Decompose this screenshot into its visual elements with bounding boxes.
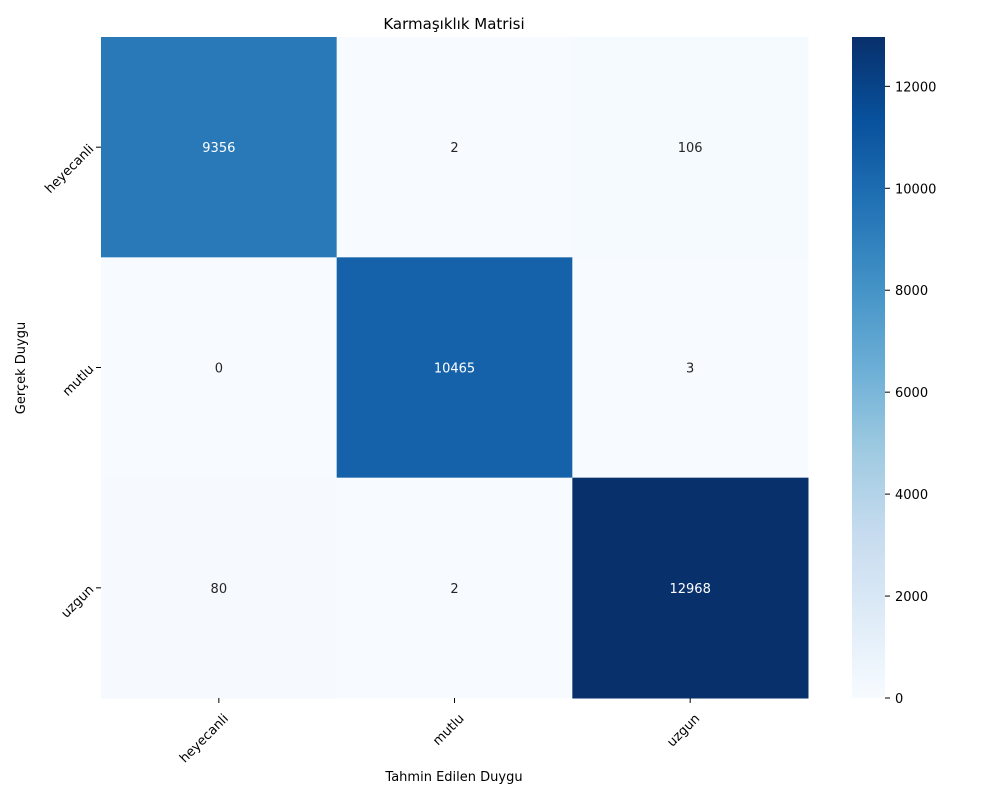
y-tick-label: uzgun (59, 583, 98, 622)
x-tick-label: uzgun (664, 711, 703, 750)
x-tick-label: mutlu (430, 711, 467, 748)
heatmap-cell (336, 37, 573, 258)
y-axis-ticks: heyecanli mutlu uzgun (42, 142, 101, 621)
cell-value-label: 80 (211, 582, 228, 597)
cell-value-label: 0 (215, 362, 223, 377)
colorbar-gradient (852, 37, 885, 698)
y-tick-label: heyecanli (42, 142, 97, 197)
heatmap-cell (572, 37, 809, 258)
x-axis-ticks: heyecanli mutlu uzgun (177, 698, 703, 766)
colorbar-tick-label: 0 (895, 692, 903, 707)
heatmap-cell (572, 477, 809, 699)
heatmap-cell (101, 37, 338, 258)
colorbar-tick-label: 2000 (895, 590, 928, 605)
heatmap-cell (572, 257, 809, 479)
colorbar-tick-label: 10000 (895, 182, 936, 197)
cell-value-label: 12968 (669, 582, 710, 597)
cell-value-label: 10465 (434, 362, 475, 377)
x-axis-label: Tahmin Edilen Duygu (384, 770, 522, 785)
y-axis-label: Gerçek Duygu (14, 322, 29, 414)
cell-value-label: 9356 (202, 141, 235, 156)
colorbar-tick-label: 8000 (895, 284, 928, 299)
colorbar-tick-label: 12000 (895, 80, 936, 95)
heatmap-cell (101, 477, 338, 699)
x-tick-label: heyecanli (177, 711, 232, 766)
heatmap-cell (336, 477, 573, 699)
heatmap-cell (336, 257, 573, 479)
y-tick-label: mutlu (60, 362, 97, 399)
cell-value-label: 106 (678, 141, 703, 156)
cell-value-label: 2 (450, 582, 458, 597)
cell-value-label: 3 (686, 362, 694, 377)
heatmap-cell (101, 257, 338, 479)
cell-value-label: 2 (450, 141, 458, 156)
heatmap-grid: 9356 2 106 0 10465 3 80 2 12968 (101, 37, 809, 699)
colorbar: 0 2000 4000 6000 8000 10000 12000 (852, 37, 936, 707)
colorbar-tick-label: 6000 (895, 386, 928, 401)
chart-title: Karmaşıklık Matrisi (383, 15, 524, 33)
colorbar-tick-label: 4000 (895, 488, 928, 503)
